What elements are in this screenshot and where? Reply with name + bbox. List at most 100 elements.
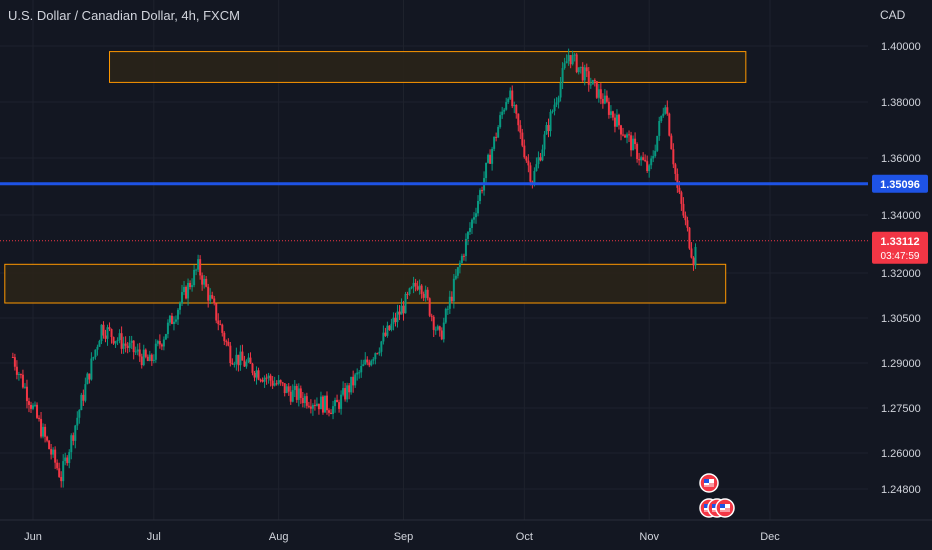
- candle-body: [462, 255, 465, 257]
- candle-body: [426, 289, 429, 299]
- candle-body: [193, 269, 196, 286]
- candle-body: [172, 321, 175, 324]
- candle-body: [595, 81, 598, 98]
- candle-body: [446, 308, 449, 310]
- candle-body: [420, 285, 423, 294]
- candle-body: [265, 377, 268, 379]
- candle-body: [479, 190, 482, 201]
- candle-body: [142, 349, 145, 366]
- candle-body: [424, 289, 427, 298]
- candle-body: [287, 386, 290, 392]
- candle-body: [638, 159, 641, 161]
- candle-body: [19, 374, 22, 376]
- candle-body: [126, 345, 129, 349]
- candle-body: [507, 98, 510, 103]
- support-zone[interactable]: [4, 263, 727, 304]
- candle-body: [609, 111, 612, 115]
- level-price-label: 1.35096: [880, 179, 920, 191]
- candle-body: [56, 462, 59, 469]
- candle-body: [350, 376, 353, 393]
- candle-body: [54, 449, 57, 463]
- economic-events[interactable]: [699, 473, 735, 518]
- candle-body: [330, 412, 333, 414]
- candle-body: [670, 135, 673, 150]
- candle-body: [408, 288, 411, 295]
- price-axis[interactable]: 1.40000 1.38000 1.36000 1.34000 1.32000 1.305…: [868, 0, 932, 520]
- candle-body: [150, 354, 153, 361]
- candle-body: [88, 373, 91, 380]
- candle-body: [96, 346, 99, 350]
- candle-body: [90, 358, 93, 380]
- bar-countdown-label: 03:47:59: [881, 251, 920, 262]
- candle-body: [642, 157, 645, 160]
- candle-body: [317, 403, 320, 410]
- candle-body: [664, 107, 667, 114]
- candle-body: [368, 362, 371, 366]
- x-tick-label: Oct: [516, 531, 533, 543]
- us-flag-event-icon[interactable]: [715, 498, 735, 518]
- candle-body: [607, 101, 610, 115]
- candle-body: [207, 286, 210, 301]
- candle-body: [235, 354, 238, 365]
- candle-body: [38, 417, 41, 419]
- candle-body: [517, 113, 520, 126]
- candle-body: [382, 332, 385, 342]
- candle-body: [587, 71, 590, 85]
- candle-body: [162, 339, 165, 347]
- candle-body: [100, 324, 103, 342]
- candle-body: [106, 327, 109, 339]
- candle-body: [203, 278, 206, 285]
- candle-body: [325, 395, 328, 411]
- candle-body: [668, 113, 671, 136]
- gridlines: [0, 0, 868, 520]
- y-tick-label: 1.32000: [881, 268, 921, 280]
- candle-body: [205, 278, 208, 287]
- candle-body: [418, 285, 421, 290]
- candle-body: [529, 165, 532, 182]
- y-tick-label: 1.24800: [881, 484, 921, 496]
- candle-body: [108, 327, 111, 330]
- candle-body: [289, 391, 292, 402]
- candle-body: [545, 125, 548, 135]
- candle-body: [448, 296, 451, 309]
- candle-body: [328, 410, 331, 413]
- candle-body: [394, 317, 397, 323]
- candle-body: [505, 102, 508, 110]
- resistance-zone[interactable]: [109, 51, 747, 83]
- candle-body: [438, 326, 441, 331]
- candle-body: [152, 359, 155, 361]
- candle-body: [68, 452, 71, 464]
- candle-body: [503, 109, 506, 112]
- candle-body: [249, 357, 252, 364]
- candle-body: [243, 360, 246, 367]
- candle-body: [436, 326, 439, 330]
- candle-body: [283, 383, 286, 393]
- x-tick-label: Aug: [269, 531, 289, 543]
- candle-body: [495, 136, 498, 138]
- candle-body: [178, 303, 181, 310]
- candle-body: [537, 157, 540, 165]
- candle-body: [154, 343, 157, 360]
- candle-body: [181, 292, 184, 304]
- candle-body: [13, 357, 16, 367]
- candle-body: [346, 385, 349, 400]
- us-flag-event-icon[interactable]: [699, 473, 719, 493]
- candle-body: [619, 125, 622, 135]
- candle-body: [501, 111, 504, 116]
- chart-title: U.S. Dollar / Canadian Dollar, 4h, FXCM: [8, 8, 240, 23]
- candle-body: [295, 385, 298, 400]
- candle-body: [519, 125, 522, 133]
- candle-body: [110, 329, 113, 338]
- candle-body: [303, 396, 306, 404]
- candle-body: [561, 68, 564, 83]
- candle-body: [416, 286, 419, 290]
- candle-body: [269, 375, 272, 381]
- candle-body: [134, 351, 137, 353]
- time-axis[interactable]: Jun Jul Aug Sep Oct Nov Dec: [0, 519, 932, 543]
- candle-body: [104, 335, 107, 339]
- candle-body: [646, 161, 649, 172]
- candle-body: [40, 418, 43, 437]
- candle-body: [217, 320, 220, 325]
- candle-body: [666, 107, 669, 114]
